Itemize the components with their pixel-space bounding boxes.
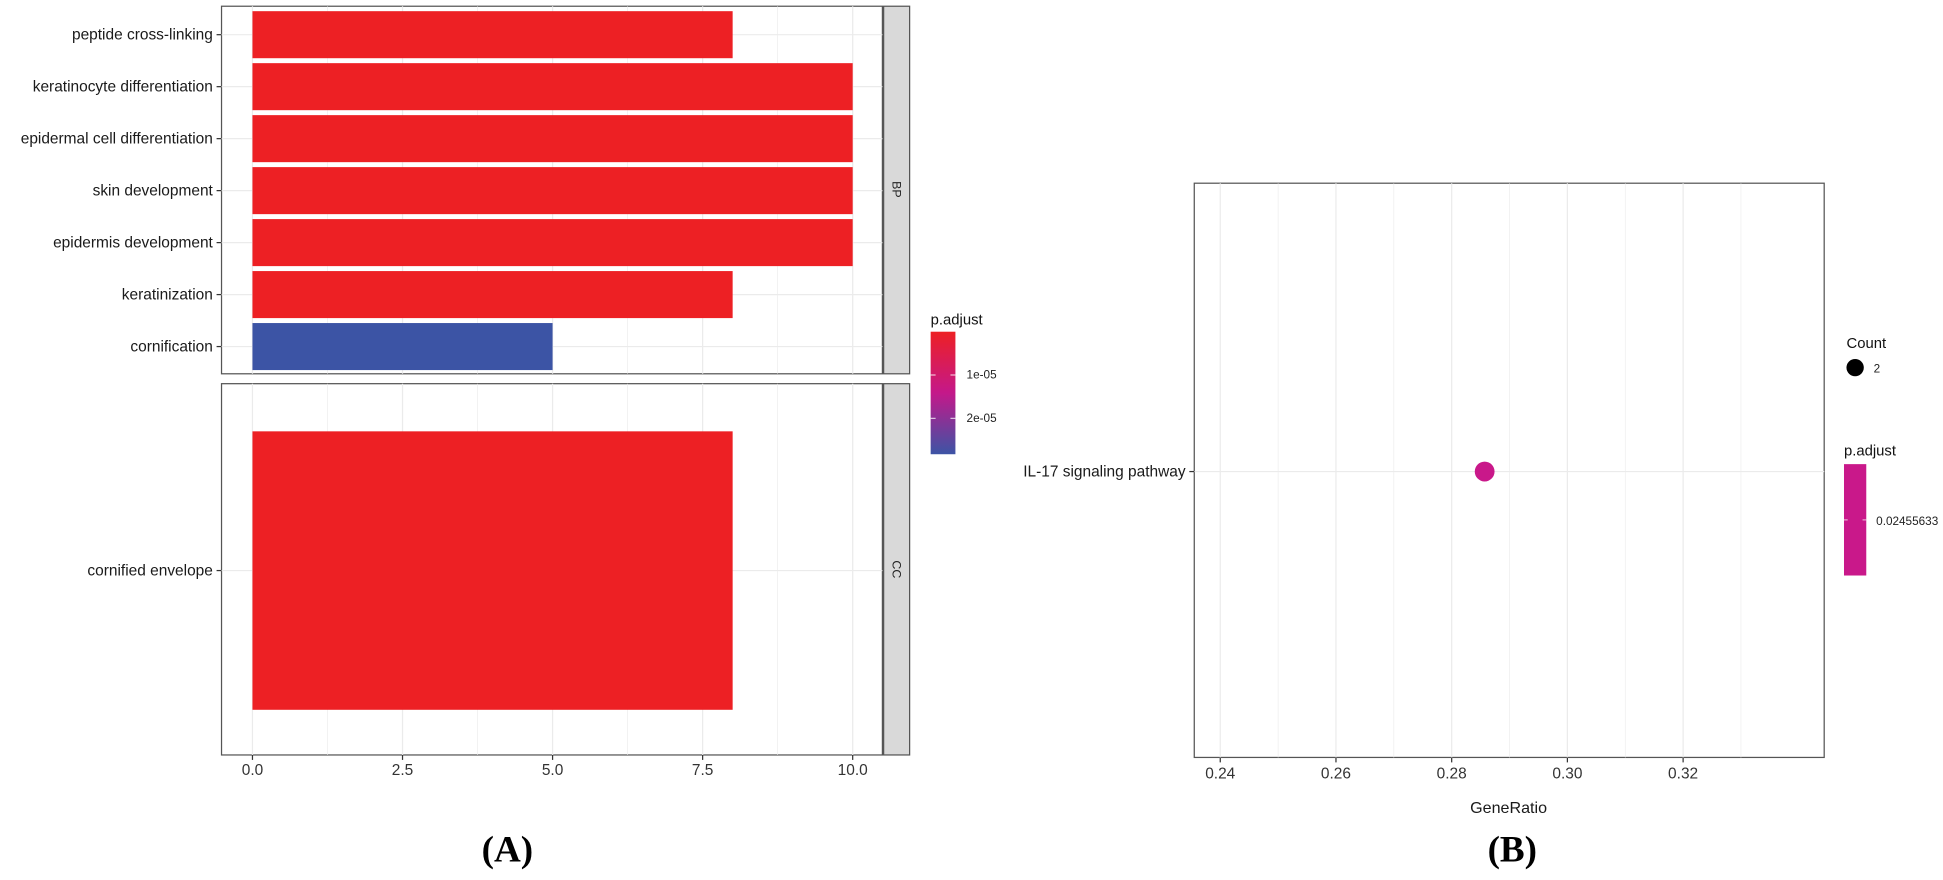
legend-b-padjust-title: p.adjust <box>1844 443 1897 459</box>
bar-epidermis-development <box>252 219 853 267</box>
x-tick-label: 2.5 <box>392 762 413 779</box>
y-tick-label: epidermal cell differentiation <box>21 131 213 148</box>
bar-epidermal-cell-differentiation <box>252 115 853 163</box>
legend-a-label: 2e-05 <box>967 412 998 425</box>
x-tick-label: 0.28 <box>1437 765 1467 782</box>
x-tick-label: 10.0 <box>838 762 868 779</box>
bp-strip-label: BP <box>889 181 903 198</box>
legend-a-colorbar <box>930 331 956 455</box>
x-ticks-b: 0.24 0.26 0.28 0.30 0.32 <box>1205 757 1698 782</box>
legend-b-colorbar <box>1843 464 1867 576</box>
bar-skin-development <box>252 167 853 215</box>
y-tick-label: IL-17 signaling pathway <box>1023 464 1186 481</box>
x-tick-label: 0.24 <box>1205 765 1235 782</box>
y-tick-label: keratinocyte differentiation <box>33 79 213 96</box>
y-tick-label: peptide cross-linking <box>72 27 213 44</box>
legend-a-label: 1e-05 <box>967 369 998 382</box>
panel-b: IL-17 signaling pathway 0.24 0.26 0.28 0.30… <box>1023 182 1939 870</box>
legend-count-title: Count <box>1846 336 1886 352</box>
panel-a: BP CC peptide cross-linking keratinocyte … <box>21 5 998 870</box>
x-axis-title-b: GeneRatio <box>1470 799 1547 817</box>
bp-strip <box>883 5 911 375</box>
y-tick-label: epidermis development <box>53 235 213 252</box>
panel-a-label: (A) <box>482 829 534 870</box>
legend-b-padjust-label: 0.02455633 <box>1876 515 1939 528</box>
bar-cornification <box>252 323 553 371</box>
bar-peptide-cross-linking <box>252 11 733 59</box>
y-tick-label: keratinization <box>122 287 213 304</box>
grid-lines-b <box>1194 183 1825 758</box>
x-tick-label: 0.26 <box>1321 765 1351 782</box>
x-tick-label: 7.5 <box>692 762 713 779</box>
x-tick-label: 5.0 <box>542 762 563 779</box>
bars-a <box>252 11 853 710</box>
y-tick-label: cornified envelope <box>87 563 212 580</box>
bar-keratinization <box>252 271 733 319</box>
x-tick-label: 0.32 <box>1668 765 1698 782</box>
x-ticks-a: 0.0 2.5 5.0 7.5 10.0 <box>242 754 868 779</box>
bar-keratinocyte-differentiation <box>252 63 853 111</box>
y-labels-b: IL-17 signaling pathway <box>1023 464 1195 481</box>
cc-strip-label: CC <box>889 560 903 578</box>
x-tick-label: 0.0 <box>242 762 263 779</box>
points-b <box>1474 461 1495 482</box>
point-IL-17-signaling-pathway <box>1474 461 1495 482</box>
y-tick-label: skin development <box>93 183 214 200</box>
legend-count-dot <box>1846 358 1864 377</box>
legend-a-title: p.adjust <box>931 312 984 328</box>
panel-b-label: (B) <box>1488 829 1537 870</box>
legend-count-label: 2 <box>1874 363 1881 376</box>
y-tick-label: cornification <box>130 339 212 356</box>
cc-strip <box>883 383 911 756</box>
bar-cornified-envelope <box>252 431 733 710</box>
x-tick-label: 0.30 <box>1552 765 1582 782</box>
y-labels-a: peptide cross-linking keratinocyte differ… <box>21 27 222 580</box>
